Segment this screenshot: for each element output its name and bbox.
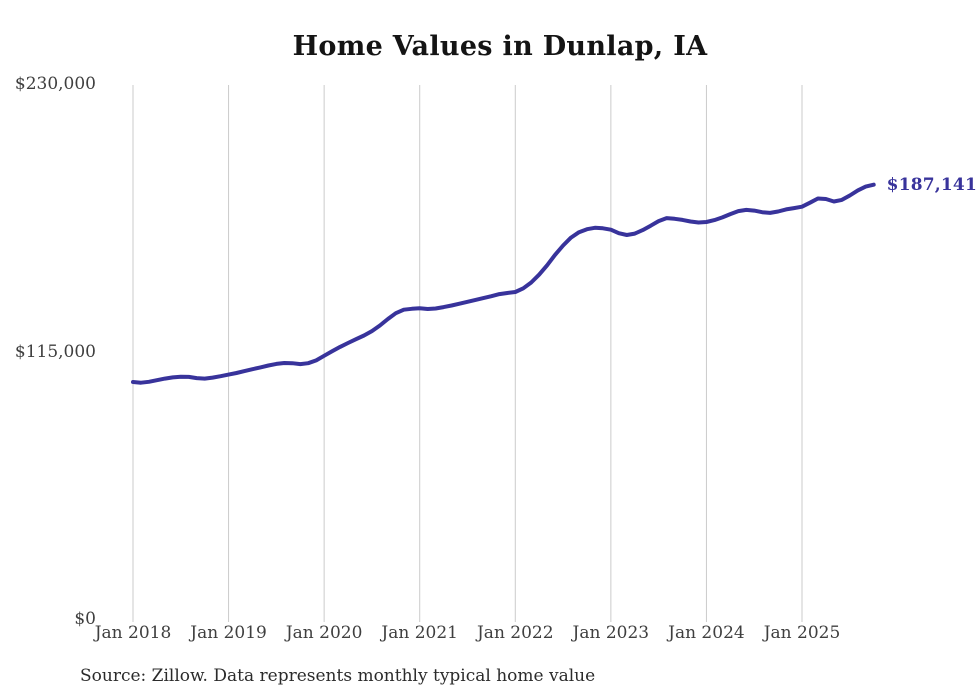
- x-axis-tick-label: Jan 2025: [763, 623, 841, 643]
- x-axis-tick-label: Jan 2023: [572, 623, 650, 643]
- gridlines: [132, 85, 803, 622]
- x-axis-tick-label: Jan 2024: [668, 623, 745, 643]
- x-axis-tick-label: Jan 2021: [381, 623, 458, 643]
- y-axis-tick-label: $115,000: [14, 341, 96, 362]
- x-axis-tick-label: Jan 2018: [94, 623, 172, 643]
- latest-value-label: $187,141: [886, 174, 977, 195]
- chart-title: Home Values in Dunlap, IA: [292, 31, 708, 62]
- home-value-line: [131, 182, 876, 385]
- x-axis-tick-label: Jan 2020: [285, 623, 363, 643]
- y-axis-tick-label: $230,000: [14, 74, 96, 94]
- x-axis-tick-label: Jan 2019: [190, 623, 267, 643]
- x-axis-tick-label: Jan 2022: [476, 623, 554, 643]
- source-note: Source: Zillow. Data represents monthly …: [80, 666, 596, 686]
- y-axis-tick-label: $0: [74, 609, 96, 629]
